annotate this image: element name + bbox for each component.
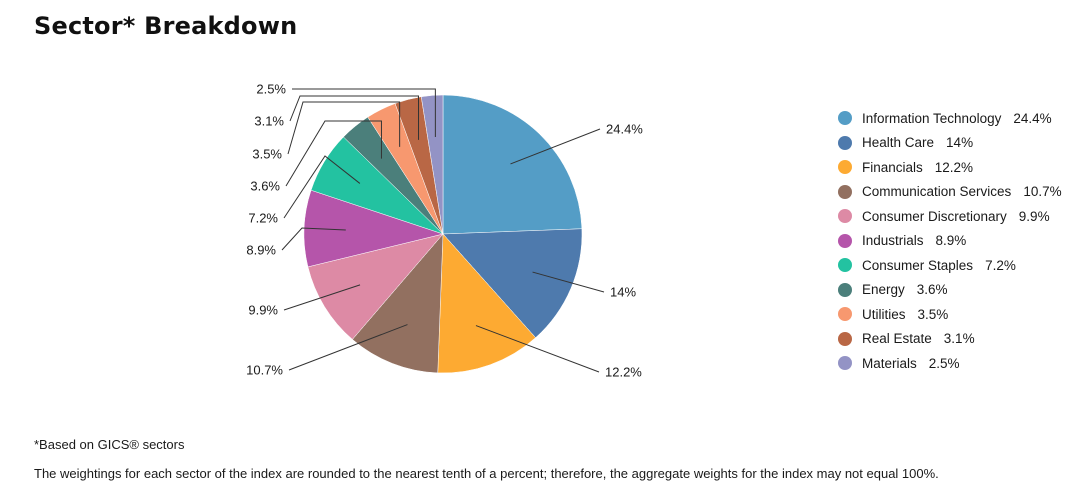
legend-label: Real Estate [862, 331, 932, 347]
legend-label: Materials [862, 355, 917, 371]
leader-line [475, 325, 600, 373]
chart-legend: Information Technology 24.4% Health Care 14… [838, 106, 1062, 376]
legend-value: 2.5% [928, 355, 960, 371]
pie-slice-label: 12.2% [605, 365, 642, 380]
legend-item: Information Technology 24.4% [838, 106, 1062, 131]
leader-line [285, 120, 382, 187]
legend-label: Energy [862, 282, 905, 298]
pie-slice-label: 3.6% [250, 179, 280, 194]
pie-slice-label: 3.5% [252, 147, 282, 162]
page-title: Sector* Breakdown [34, 12, 298, 40]
pie-slice-financials [437, 233, 536, 374]
legend-swatch [838, 331, 852, 346]
leader-line [289, 95, 420, 140]
legend-value: 14% [946, 135, 974, 151]
legend-value: 24.4% [1013, 110, 1052, 126]
legend-swatch [838, 258, 852, 273]
pie-slice-label: 2.5% [256, 82, 286, 97]
legend-label: Health Care [862, 135, 935, 151]
legend-value: 12.2% [934, 159, 974, 175]
leader-line [283, 284, 361, 311]
pie-slice-information-technology [442, 94, 583, 235]
legend-label: Communication Services [862, 184, 1012, 200]
legend-item: Consumer Staples 7.2% [838, 253, 1062, 278]
leader-line [292, 88, 436, 137]
legend-swatch [838, 356, 852, 371]
pie-slice-label: 14% [610, 285, 636, 300]
legend-value: 9.9% [1018, 208, 1050, 224]
legend-swatch [838, 184, 852, 199]
legend-value: 8.9% [935, 233, 967, 249]
leader-line [532, 271, 605, 293]
legend-item: Health Care 14% [838, 131, 1062, 156]
legend-swatch [838, 233, 852, 248]
pie-slice-label: 9.9% [248, 303, 278, 318]
legend-swatch [838, 160, 852, 175]
pie-slice-label: 10.7% [246, 363, 283, 378]
legend-value: 3.6% [916, 282, 948, 298]
legend-label: Financials [862, 159, 923, 175]
legend-value: 3.1% [943, 331, 975, 347]
pie-slice-label: 8.9% [246, 243, 276, 258]
legend-label: Industrials [862, 233, 924, 249]
legend-label: Consumer Staples [862, 257, 974, 273]
legend-item: Materials 2.5% [838, 351, 1062, 376]
leader-line [287, 101, 401, 155]
legend-item: Consumer Discretionary 9.9% [838, 204, 1062, 229]
pie-slice-label: 7.2% [248, 211, 278, 226]
legend-swatch [838, 111, 852, 126]
legend-item: Real Estate 3.1% [838, 327, 1062, 352]
legend-item: Communication Services 10.7% [838, 180, 1062, 205]
legend-value: 10.7% [1023, 184, 1062, 200]
pie-slice-consumer-discretionary [307, 233, 444, 340]
leader-line [288, 324, 408, 371]
legend-item: Industrials 8.9% [838, 229, 1062, 254]
legend-value: 7.2% [985, 257, 1016, 273]
weightings-note: The weightings for each sector of the in… [34, 466, 939, 481]
pie-slice-label: 3.1% [254, 114, 284, 129]
legend-item: Financials 12.2% [838, 155, 1062, 180]
legend-value: 3.5% [917, 306, 949, 322]
legend-swatch [838, 135, 852, 150]
legend-label: Utilities [862, 306, 906, 322]
leader-line [510, 128, 601, 165]
pie-slice-health-care [442, 228, 583, 339]
leader-line [283, 155, 361, 219]
legend-label: Consumer Discretionary [862, 208, 1007, 224]
pie-slice-communication-services [352, 233, 444, 374]
legend-swatch [838, 307, 852, 322]
legend-swatch [838, 209, 852, 224]
legend-item: Energy 3.6% [838, 278, 1062, 303]
leader-line [281, 227, 346, 251]
legend-label: Information Technology [862, 110, 1002, 126]
sector-pie-chart: 24.4% 14% 12.2% 10.7% 9.9% 8.9% 7.2% 3.6% 3.5% 3.… [246, 82, 643, 380]
legend-item: Utilities 3.5% [838, 302, 1062, 327]
pie-slice-materials [420, 94, 444, 235]
pie-slice-label: 24.4% [606, 122, 643, 137]
footnote: *Based on GICS® sectors [34, 437, 185, 452]
legend-swatch [838, 282, 852, 297]
